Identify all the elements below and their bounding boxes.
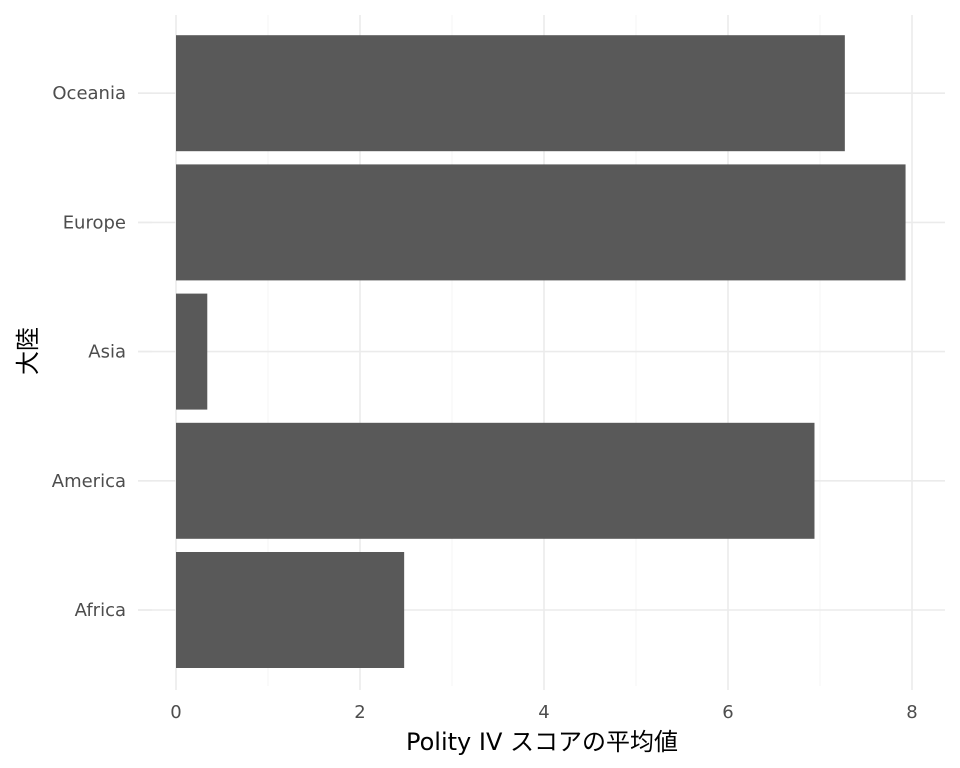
bars: [176, 35, 906, 668]
bar-africa: [176, 552, 405, 668]
y-tick-label: America: [52, 471, 126, 492]
y-tick-label: Europe: [63, 212, 126, 233]
y-axis-title: 大陸: [14, 327, 42, 375]
y-tick-label: Oceania: [52, 83, 126, 104]
x-axis-title: Polity IV スコアの平均値: [406, 728, 678, 756]
x-tick-label: 2: [354, 702, 365, 723]
x-axis-ticks: 0 2 4 6 8: [170, 686, 918, 723]
x-tick-label: 4: [538, 702, 549, 723]
bar-oceania: [176, 35, 845, 152]
bar-america: [176, 422, 815, 539]
y-tick-label: Africa: [75, 600, 126, 621]
x-tick-label: 6: [722, 702, 733, 723]
x-tick-label: 0: [170, 702, 181, 723]
bar-europe: [176, 164, 906, 281]
x-tick-label: 8: [906, 702, 917, 723]
y-axis-ticks: Africa America Asia Europe Oceania: [52, 83, 152, 621]
y-tick-label: Asia: [88, 342, 126, 363]
bar-asia: [176, 293, 208, 410]
